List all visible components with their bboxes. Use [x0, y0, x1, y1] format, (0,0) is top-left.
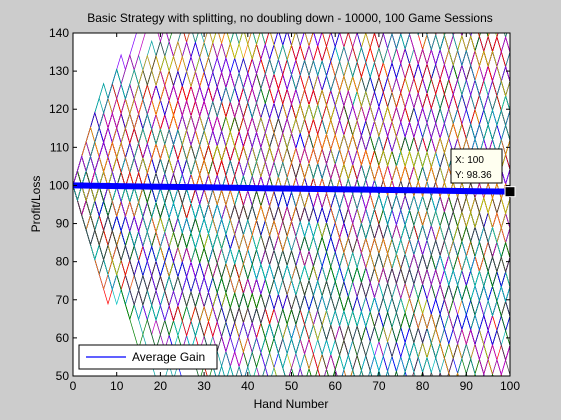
x-tick-label: 70: [372, 379, 386, 393]
average-gain-point: [419, 187, 426, 194]
legend-box: [78, 344, 218, 370]
session-traces: [73, 33, 510, 376]
average-gain-point: [375, 186, 382, 193]
datatip-box: [450, 148, 503, 184]
y-tick-label: 90: [56, 217, 70, 231]
y-tick-label: 140: [49, 26, 69, 40]
datatip-marker[interactable]: [504, 186, 516, 198]
average-gain-point: [201, 184, 208, 191]
session-trace: [73, 181, 510, 368]
x-tick-label: 50: [285, 379, 299, 393]
y-axis-label: Profit/Loss: [29, 176, 43, 233]
session-trace: [73, 113, 510, 332]
average-gain-point: [113, 183, 120, 190]
average-gain-point: [244, 184, 251, 191]
y-tick-label: 110: [50, 140, 69, 154]
average-gain-point: [332, 186, 339, 193]
legend-entry-average-gain: Average Gain: [132, 350, 205, 364]
axis-ticks: 0 10 20 30 40 50 60 70 80 90 100 50 60 70 80 90 100 110 12…: [49, 26, 520, 393]
y-tick-label: 50: [56, 369, 70, 383]
average-gain-point: [157, 183, 164, 190]
x-tick-label: 60: [329, 379, 343, 393]
x-tick-label: 0: [70, 379, 77, 393]
y-tick-label: 80: [56, 255, 70, 269]
session-trace: [73, 113, 510, 252]
session-trace: [73, 141, 303, 376]
x-tick-label: 90: [460, 379, 474, 393]
x-tick-label: 40: [241, 379, 255, 393]
average-gain-layer: [73, 182, 510, 195]
average-gain-point: [288, 185, 295, 192]
y-tick-label: 60: [56, 331, 70, 345]
datatip[interactable]: X: 100 Y: 98.36: [450, 148, 516, 198]
x-tick-label: 30: [197, 379, 211, 393]
datatip-y: Y: 98.36: [455, 170, 492, 181]
x-tick-label: 80: [416, 379, 430, 393]
y-tick-label: 130: [49, 64, 69, 78]
legend[interactable]: Average Gain: [78, 344, 218, 370]
datatip-x: X: 100: [455, 155, 484, 166]
x-tick-label: 20: [154, 379, 168, 393]
session-trace: [73, 33, 510, 202]
y-tick-label: 100: [49, 178, 69, 192]
y-tick-label: 120: [49, 102, 69, 116]
chart-title: Basic Strategy with splitting, no doubli…: [87, 11, 493, 25]
session-trace: [73, 33, 510, 186]
session-trace: [73, 33, 510, 203]
average-gain-point: [463, 188, 470, 195]
x-tick-label: 10: [110, 379, 124, 393]
x-tick-label: 100: [500, 379, 520, 393]
x-axis-label: Hand Number: [254, 397, 329, 411]
y-tick-label: 70: [56, 293, 70, 307]
